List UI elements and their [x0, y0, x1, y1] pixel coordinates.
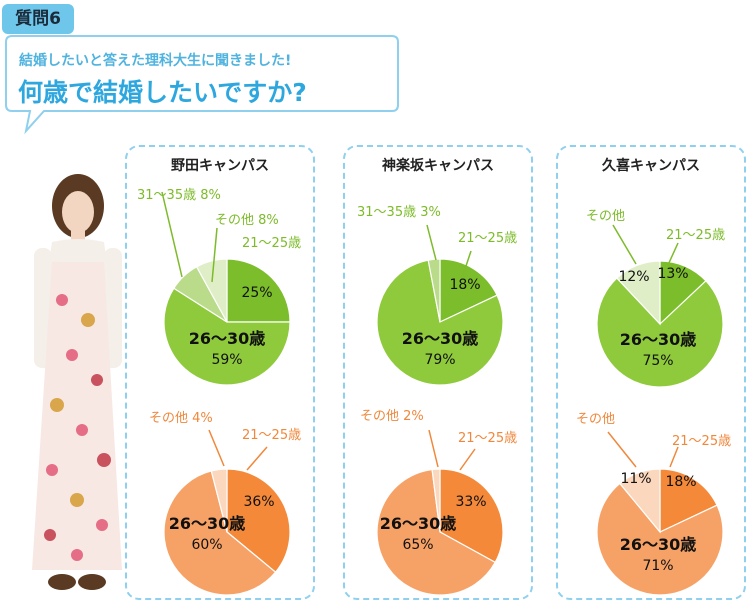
pie-chart-orange-5: 21〜25歳 18% 26〜30歳 71% その他 11%	[576, 412, 731, 596]
pie-slice	[439, 258, 498, 323]
pie-slice	[616, 260, 661, 326]
slice-outer-label: 31〜35歳 3%	[357, 205, 441, 220]
slice-outer-label: その他 2%	[360, 409, 424, 424]
pie-slice	[226, 468, 291, 574]
slice-inner-label: 26〜30歳	[189, 329, 266, 348]
page-title: 何歳で結婚したいですか?	[18, 78, 307, 107]
pie-slice	[596, 482, 724, 596]
pie-chart-group-kagurazaka: 21〜25歳 18% 26〜30歳 79% 31〜35歳 3% 21〜25歳 33% 26〜3…	[357, 205, 517, 596]
slice-inner-label: 26〜30歳	[380, 514, 457, 533]
slice-pct-label: 25%	[241, 285, 272, 301]
leader-line	[612, 224, 637, 265]
slice-inner-label: 26〜30歳	[169, 514, 246, 533]
slice-pct-label: 33%	[455, 494, 486, 510]
leader-line	[246, 446, 268, 471]
slice-pct-label: 13%	[657, 266, 688, 282]
pie-slice	[427, 258, 441, 323]
panel-noda: 野田キャンパス 21〜25歳 25% 26〜30歳 59% 31〜35歳 8% その他 8…	[125, 145, 315, 600]
slice-outer-label: 21〜25歳	[672, 434, 731, 449]
pie-slice	[618, 468, 661, 534]
pie-slice	[210, 468, 228, 533]
pie-slice	[439, 468, 504, 564]
panel-kagurazaka: 神楽坂キャンパス 21〜25歳 18% 26〜30歳 79% 31〜35歳 3% 21〜2…	[343, 145, 533, 600]
bubble-subtitle: 結婚したいと答えた理科大生に聞きました!	[19, 53, 292, 69]
pie-slice	[163, 470, 277, 596]
person-photo	[32, 174, 122, 590]
slice-pct-label: 59%	[211, 352, 242, 368]
slice-pct-label: 60%	[191, 537, 222, 553]
slice-pct-label: 65%	[402, 537, 433, 553]
question-badge: 質問6	[2, 4, 74, 34]
pie-chart-group-kuki: 21〜25歳 13% 26〜30歳 75% その他 12% 21〜25歳 18% 26〜30歳 7…	[576, 209, 731, 596]
slice-outer-label: 21〜25歳	[242, 428, 301, 443]
panel-kuki: 久喜キャンパス 21〜25歳 13% 26〜30歳 75% その他 12% 21〜25歳 18…	[556, 145, 746, 600]
pie-chart-orange-3: 21〜25歳 36% 26〜30歳 60% その他 4%	[149, 411, 301, 596]
slice-pct-label: 75%	[642, 353, 673, 369]
slice-pct-label: 36%	[243, 494, 274, 510]
pie-slice	[163, 287, 291, 386]
slice-outer-label: 31〜35歳 8%	[137, 188, 221, 203]
panel-title: 神楽坂キャンパス	[382, 158, 494, 174]
panel-title: 久喜キャンパス	[602, 158, 700, 174]
pie-slice	[226, 258, 291, 323]
slice-outer-label: その他	[586, 209, 625, 224]
pie-chart-green-2: 21〜25歳 13% 26〜30歳 75% その他 12%	[586, 209, 725, 388]
pie-slice	[376, 259, 504, 386]
slice-outer-label: その他	[576, 412, 615, 427]
slice-outer-label: その他 4%	[149, 411, 213, 426]
leader-line	[669, 446, 679, 468]
leader-line	[428, 429, 439, 468]
slice-pct-label: 18%	[665, 474, 696, 490]
leader-line	[462, 250, 472, 276]
pie-chart-green-1: 21〜25歳 18% 26〜30歳 79% 31〜35歳 3%	[357, 205, 517, 386]
slice-outer-label: 21〜25歳	[666, 228, 725, 243]
slice-outer-label: その他 8%	[215, 213, 279, 228]
slice-outer-label: 21〜25歳	[458, 231, 517, 246]
slice-inner-label: 26〜30歳	[620, 330, 697, 349]
leader-line	[607, 431, 637, 468]
leader-line	[667, 242, 679, 266]
leader-line	[161, 191, 183, 278]
speech-bubble-outline	[5, 35, 399, 135]
slice-pct-label: 79%	[424, 352, 455, 368]
slice-pct-label: 71%	[642, 558, 673, 574]
panel-title: 野田キャンパス	[171, 158, 269, 174]
leader-line	[426, 224, 437, 261]
pie-chart-group-noda: 21〜25歳 25% 26〜30歳 59% 31〜35歳 8% その他 8% 21〜25歳 3…	[137, 188, 301, 596]
speech-bubble: 結婚したいと答えた理科大生に聞きました! 何歳で結婚したいですか?	[4, 35, 399, 135]
slice-pct-label: 12%	[618, 269, 649, 285]
pie-slice	[431, 468, 441, 533]
slice-inner-label: 26〜30歳	[620, 535, 697, 554]
leader-line	[211, 227, 218, 283]
slice-outer-label: 21〜25歳	[458, 431, 517, 446]
pie-slice	[195, 258, 228, 323]
pie-chart-green-0: 21〜25歳 25% 26〜30歳 59% 31〜35歳 8% その他 8%	[137, 188, 301, 386]
slice-inner-label: 26〜30歳	[402, 329, 479, 348]
slice-pct-label: 18%	[449, 277, 480, 293]
pie-slice	[376, 468, 497, 596]
pie-slice	[596, 277, 724, 388]
leader-line	[208, 429, 225, 467]
leader-line	[459, 448, 476, 471]
pie-chart-orange-4: 21〜25歳 33% 26〜30歳 65% その他 2%	[360, 409, 517, 596]
slice-pct-label: 11%	[620, 471, 651, 487]
pie-slice	[659, 468, 718, 533]
slice-outer-label: 21〜25歳	[242, 236, 301, 251]
